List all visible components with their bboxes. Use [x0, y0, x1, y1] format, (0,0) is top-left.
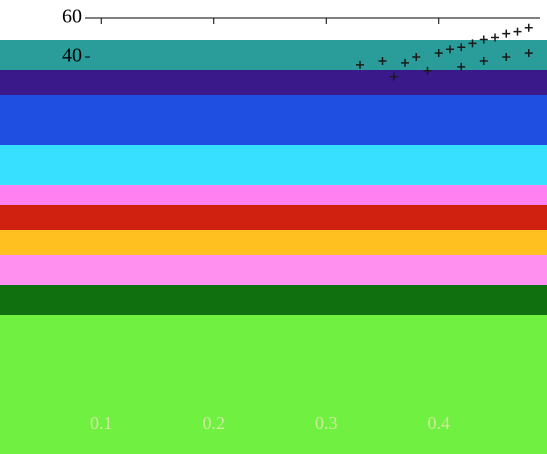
point: [514, 28, 522, 36]
y-tick-label: 40: [62, 45, 82, 67]
point: [525, 24, 533, 32]
x-tick-label: 0.4: [428, 413, 451, 433]
band: [0, 230, 547, 255]
glitch-bands: [0, 40, 547, 454]
x-tick-label: 0.3: [315, 413, 338, 433]
band: [0, 285, 547, 315]
band: [0, 70, 547, 95]
x-tick-label: 0.1: [90, 413, 113, 433]
band: [0, 145, 547, 185]
band: [0, 255, 547, 285]
band: [0, 315, 547, 454]
y-tick-label: 60: [62, 6, 82, 28]
band: [0, 95, 547, 145]
band: [0, 205, 547, 230]
x-tick-label: 0.2: [203, 413, 226, 433]
chart: 40 60 0.1 0.2 0.3 0.4: [0, 0, 547, 454]
band: [0, 40, 547, 70]
point: [502, 30, 510, 38]
band: [0, 185, 547, 205]
